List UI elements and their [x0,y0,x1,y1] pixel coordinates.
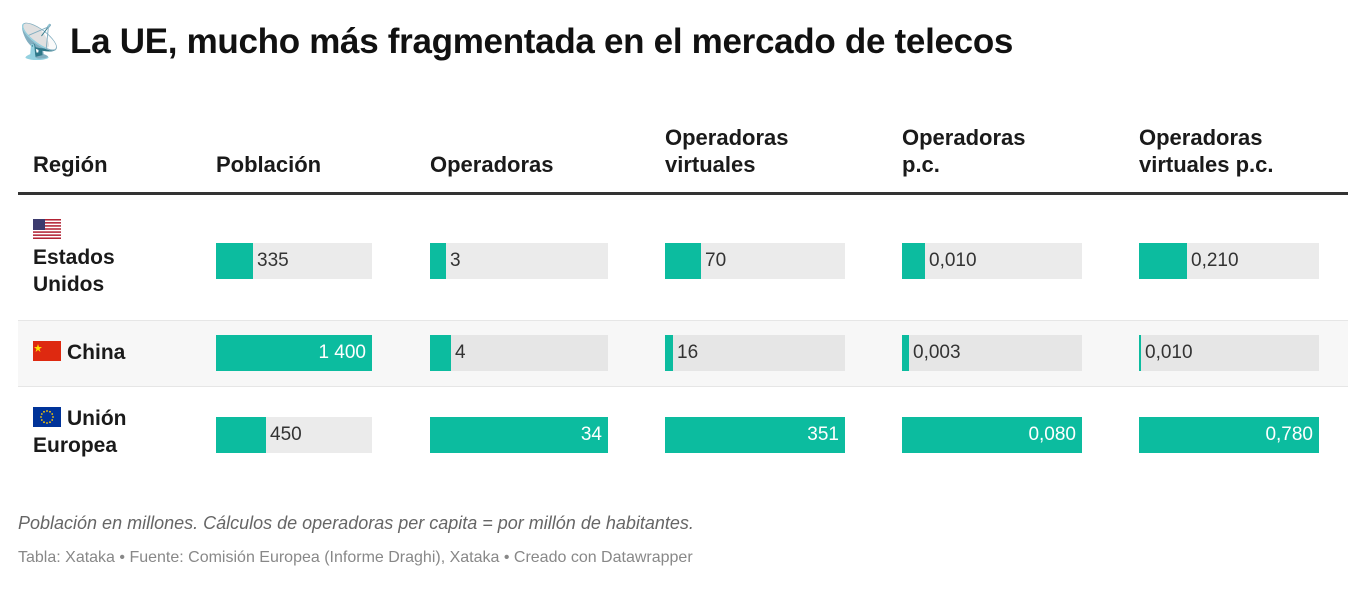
bar-cell: 16 [665,335,845,371]
satellite-antenna-icon: 📡 [18,23,61,61]
column-header[interactable]: Operadoras virtuales [665,124,789,178]
region-cell: China [33,339,125,366]
value-label: 351 [807,424,839,445]
value-label: 0,080 [1028,424,1076,445]
bar-cell: 351 [665,417,845,453]
value-label: 0,010 [1145,342,1193,363]
value-label: 70 [705,250,727,271]
bar-cell: 0,010 [1139,335,1319,371]
value-label: 0,010 [929,250,977,271]
column-header-line: Región [33,152,108,177]
bar-cell: 0,003 [902,335,1082,371]
table-row: Unión Europea 450 34 351 0,080 0,780 [18,387,1348,487]
bar [430,335,451,371]
table-row: Estados Unidos 335 3 70 0,010 0,210 [18,195,1348,321]
table-row: China 1 400 4 16 0,003 0,010 [18,321,1348,387]
table-notes: Población en millones. Cálculos de opera… [18,513,694,533]
bar-cell: 335 [216,243,372,279]
bar [216,243,253,279]
region-cell: Estados Unidos [33,217,115,298]
column-header[interactable]: Región [33,151,108,178]
region-name: Europea [33,434,118,457]
bar [1139,335,1141,371]
value-label: 34 [580,424,602,445]
value-label: 0,780 [1265,424,1313,445]
chart-title: 📡 La UE, mucho más fragmentada en el mer… [18,18,1013,66]
value-label: 3 [450,250,461,271]
column-header-line: virtuales p.c. [1139,152,1274,177]
flag-eu-icon [33,407,61,427]
bar [665,417,845,453]
bar [902,417,1082,453]
bar [665,243,701,279]
bar-cell: 0,210 [1139,243,1319,279]
bar [430,243,446,279]
column-header[interactable]: Operadoras p.c. [902,124,1026,178]
region-cell: Unión Europea [33,405,126,459]
value-label: 0,210 [1191,250,1239,271]
column-header-line: Operadoras [902,125,1026,150]
table-body: Estados Unidos 335 3 70 0,010 0,210 China 1 400 4… [18,195,1348,487]
value-label: 4 [455,342,466,363]
value-label: 0,003 [913,342,961,363]
column-header[interactable]: Operadoras virtuales p.c. [1139,124,1274,178]
region-name: China [67,341,126,364]
bar [902,243,925,279]
table-source: Tabla: Xataka • Fuente: Comisión Europea… [18,549,693,566]
value-label: 16 [677,342,699,363]
value-label: 450 [270,424,302,445]
bar-cell: 1 400 [216,335,372,371]
region-name: Unidos [33,273,105,296]
column-header-line: Operadoras [430,152,554,177]
bar [665,335,673,371]
bar [430,417,608,453]
column-header-line: Operadoras [1139,125,1263,150]
bar [216,417,266,453]
column-header[interactable]: Operadoras [430,151,554,178]
bar-cell: 0,080 [902,417,1082,453]
bar-cell: 34 [430,417,608,453]
table-header: Región Población Operadoras Operadoras virtu… [18,110,1348,195]
column-header-line: Operadoras [665,125,789,150]
flag-cn-icon [33,341,61,361]
column-header-line: virtuales [665,152,756,177]
region-name: Estados [33,246,115,269]
bar [1139,417,1319,453]
value-label: 335 [257,250,289,271]
column-header-line: p.c. [902,152,940,177]
column-header-line: Población [216,152,322,177]
bar [902,335,909,371]
flag-us-icon [33,219,61,239]
bar [216,335,372,371]
column-header[interactable]: Población [216,151,321,178]
bar [1139,243,1187,279]
chart-title-text: La UE, mucho más fragmentada en el merca… [70,22,1014,61]
data-table: Región Población Operadoras Operadoras virtu… [18,110,1348,487]
bar-cell: 3 [430,243,608,279]
bar-cell: 0,780 [1139,417,1319,453]
bar-cell: 70 [665,243,845,279]
bar-cell: 4 [430,335,608,371]
bar-cell: 450 [216,417,372,453]
region-name: Unión [67,407,127,430]
value-label: 1 400 [318,342,366,363]
bar-cell: 0,010 [902,243,1082,279]
